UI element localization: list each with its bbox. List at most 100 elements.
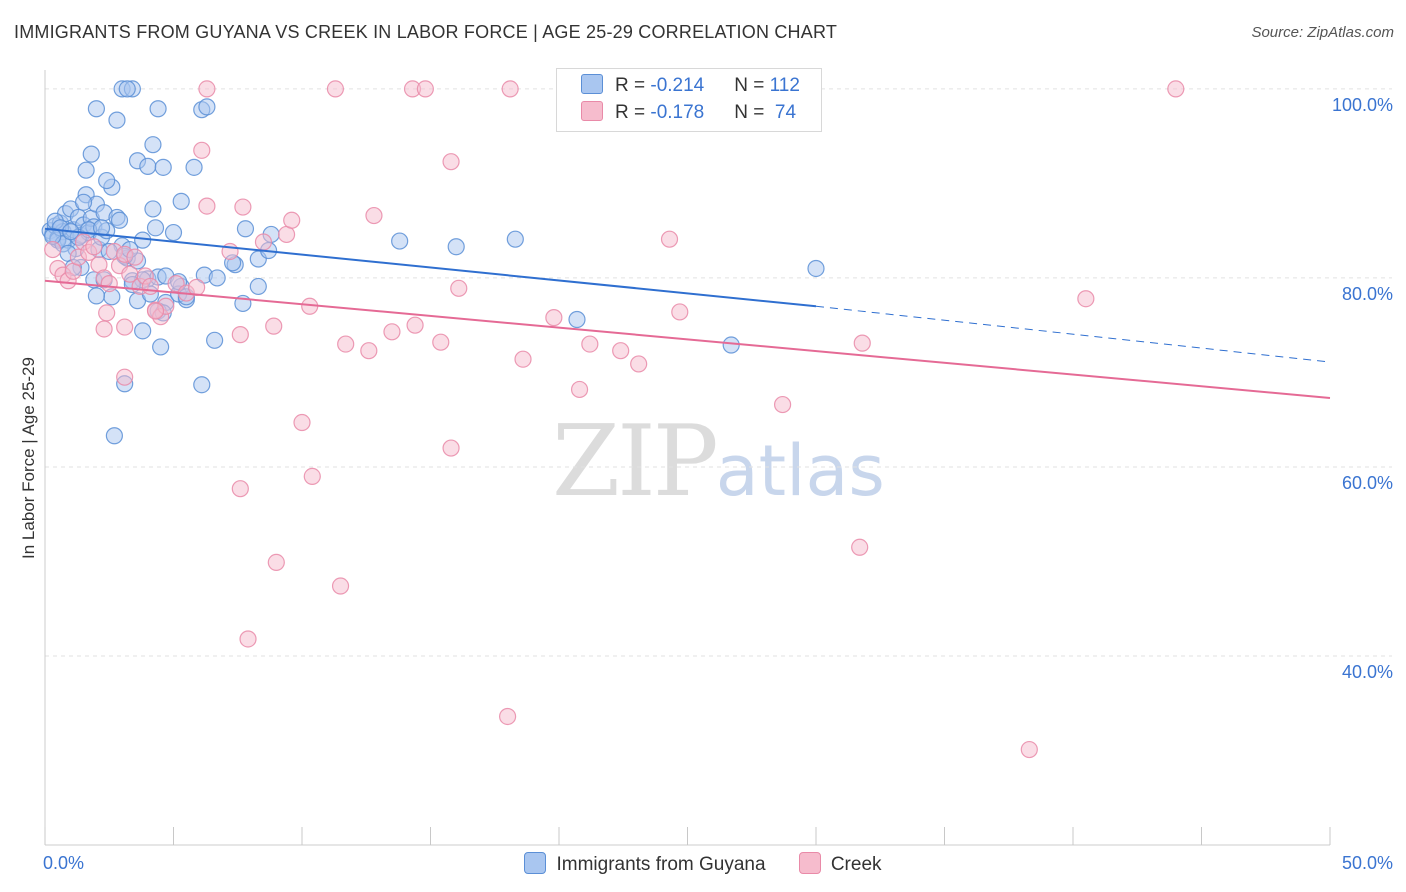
point-guyana [807, 259, 825, 278]
point-creek [432, 333, 450, 351]
point-guyana [110, 211, 129, 229]
trend-lines [44, 227, 1331, 399]
point-creek [188, 278, 206, 296]
y-tick-label: 100.0% [1332, 95, 1393, 115]
legend-n-label: N = [734, 102, 770, 123]
point-guyana [722, 336, 740, 354]
point-creek [254, 233, 273, 251]
point-guyana [105, 427, 123, 445]
point-guyana [77, 161, 95, 179]
point-guyana [118, 80, 136, 98]
y-tick-label: 60.0% [1342, 473, 1393, 493]
point-creek [360, 342, 378, 360]
point-guyana [146, 219, 165, 237]
point-creek [1020, 740, 1038, 759]
point-creek [234, 198, 252, 216]
point-creek [365, 206, 383, 225]
point-creek [293, 413, 311, 432]
x-tick-label: 50.0% [1342, 853, 1393, 873]
point-creek [44, 240, 62, 259]
point-creek [116, 318, 134, 336]
point-guyana [506, 230, 524, 248]
point-guyana [154, 158, 172, 176]
point-creek [239, 630, 257, 648]
point-creek [671, 303, 689, 321]
point-creek [570, 380, 589, 399]
point-guyana [87, 100, 106, 118]
point-creek [450, 279, 468, 297]
point-creek [146, 302, 165, 320]
legend-item-guyana[interactable]: Immigrants from Guyana [524, 852, 766, 876]
tick-labels: 100.0% 80.0% 60.0% 40.0% 0.0% 50.0% In Labor F… [19, 95, 1393, 873]
point-guyana [447, 238, 465, 256]
legend-r-value-creek: -0.178 [650, 102, 705, 123]
point-creek [85, 238, 103, 256]
point-guyana [98, 171, 116, 190]
legend-label-creek: Creek [830, 854, 882, 875]
grid [45, 88, 1392, 657]
legend-row-guyana: R = -0.214 N = 112 [581, 74, 800, 100]
y-axis-title: In Labor Force | Age 25-29 [19, 357, 38, 559]
point-creek [773, 395, 792, 414]
source-label: Source: ZipAtlas.com [1251, 24, 1394, 41]
point-creek [303, 467, 321, 486]
point-creek [100, 274, 118, 293]
point-creek [501, 80, 519, 98]
point-creek [1077, 290, 1095, 308]
point-guyana [87, 287, 106, 305]
legend-r-value-guyana: -0.214 [650, 75, 705, 96]
point-creek [514, 350, 532, 368]
point-guyana [134, 322, 152, 340]
legend-n-value-creek: 74 [769, 102, 797, 123]
legend-n-label: N = [734, 75, 770, 96]
point-creek [383, 323, 401, 341]
point-creek [126, 248, 144, 266]
point-guyana [206, 331, 224, 349]
watermark-atlas: atlas [715, 430, 885, 512]
point-creek [581, 335, 599, 353]
point-creek [331, 577, 350, 595]
point-creek [630, 355, 648, 373]
point-guyana [74, 193, 93, 211]
legend-item-creek[interactable]: Creek [798, 852, 882, 876]
axes [44, 70, 1331, 846]
legend-r-label: R = [615, 102, 651, 123]
point-creek [265, 317, 283, 335]
point-creek [198, 197, 216, 215]
point-guyana [208, 269, 226, 287]
point-creek [231, 326, 249, 344]
trend-line-guyana-extension [815, 305, 1331, 363]
point-guyana [172, 192, 190, 210]
watermark-zip: ZIP [552, 405, 719, 519]
point-guyana [164, 223, 183, 242]
legend-label-guyana: Immigrants from Guyana [556, 854, 766, 875]
point-creek [231, 480, 249, 498]
trend-line-creek [44, 279, 1331, 399]
point-creek [98, 304, 116, 322]
point-guyana [198, 98, 216, 116]
y-tick-label: 40.0% [1342, 662, 1393, 682]
legend-swatch-creek [798, 852, 821, 874]
point-guyana [568, 310, 586, 329]
point-creek [612, 342, 630, 360]
point-creek [1167, 80, 1185, 98]
point-guyana [144, 136, 162, 154]
points-layer [41, 80, 1185, 759]
point-guyana [152, 338, 170, 356]
point-creek [545, 309, 563, 327]
point-creek [326, 80, 345, 98]
point-creek [853, 334, 871, 352]
point-guyana [149, 100, 167, 118]
point-creek [193, 141, 211, 159]
point-creek [198, 80, 216, 98]
point-guyana [236, 220, 255, 238]
stats-legend: R = -0.214 N = 112 R = -0.178 N = 74 [556, 68, 822, 132]
point-guyana [249, 277, 267, 296]
trend-line-guyana [44, 227, 817, 308]
point-creek [660, 230, 679, 248]
point-creek [141, 277, 159, 296]
point-guyana [82, 145, 100, 163]
point-guyana [391, 232, 409, 250]
chart-title: IMMIGRANTS FROM GUYANA VS CREEK IN LABOR… [14, 22, 838, 42]
